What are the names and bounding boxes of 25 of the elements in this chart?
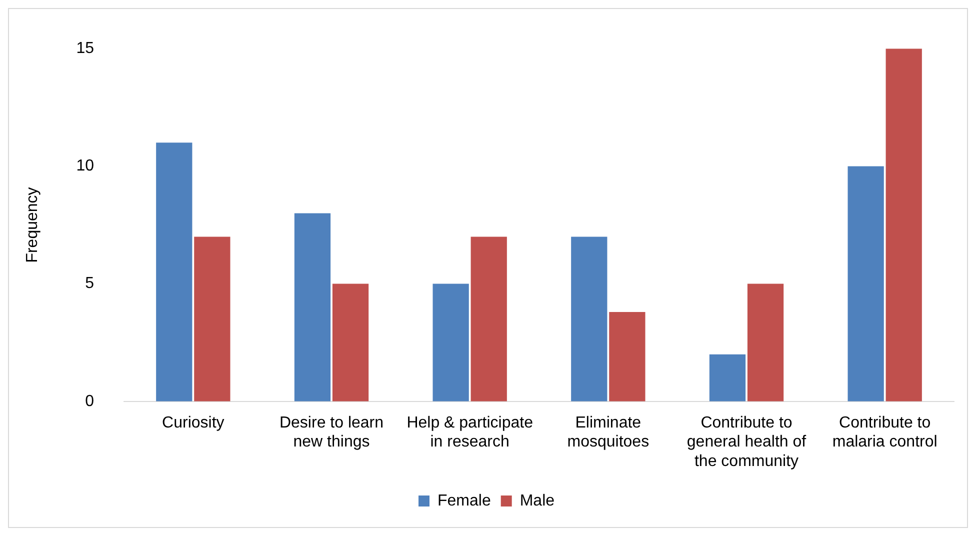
bar — [609, 312, 646, 402]
y-tick-label: 15 — [76, 40, 94, 58]
x-tick-label: Help & participate in research — [406, 414, 534, 451]
y-tick-label: 5 — [85, 275, 94, 292]
bar — [886, 48, 922, 402]
bar — [709, 354, 746, 402]
x-tick-label: Curiosity — [162, 414, 224, 432]
y-tick-label: 10 — [76, 158, 94, 175]
x-tick-label: Contribute to general health of the community — [686, 414, 807, 470]
bar — [432, 284, 469, 402]
bar — [194, 236, 230, 402]
x-tick-label: Desire to learn new things — [279, 414, 384, 451]
bar — [848, 166, 884, 402]
bar — [294, 213, 331, 402]
y-tick-label: 0 — [85, 392, 94, 410]
y-axis-title: Frequency — [24, 187, 42, 263]
bar — [571, 236, 608, 402]
bar — [156, 142, 192, 402]
legend-label: Female — [437, 492, 491, 510]
bar — [747, 284, 784, 402]
legend-label: Male — [520, 492, 555, 510]
bar — [470, 236, 507, 402]
x-tick-label: Contribute to malaria control — [832, 414, 938, 451]
bar — [332, 284, 369, 402]
x-tick-label: Eliminate mosquitoes — [567, 414, 650, 451]
